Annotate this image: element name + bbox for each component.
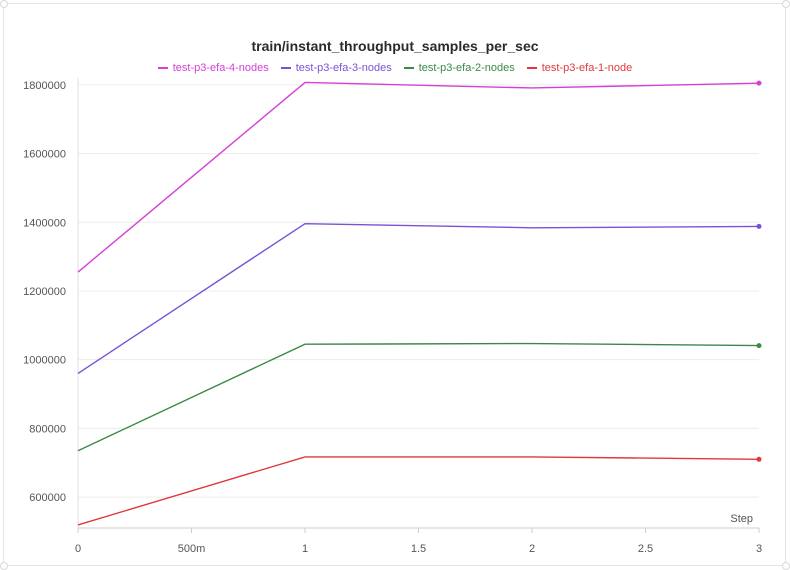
legend-label: test-p3-efa-3-nodes [295,62,392,74]
y-tick-label: 1000000 [23,355,66,367]
y-tick-label: 1400000 [23,217,66,229]
x-tick-label: 3 [756,543,762,555]
x-tick-label: 2 [529,543,535,555]
legend-item[interactable]: test-p3-efa-1-node [526,62,633,74]
legend-item[interactable]: test-p3-efa-3-nodes [280,62,392,74]
y-tick-label: 600000 [29,492,66,504]
series-end-point [756,80,762,86]
legend-swatch [526,67,537,69]
series-line [77,456,760,526]
series-line [77,222,760,375]
legend-item[interactable]: test-p3-efa-2-nodes [403,62,515,74]
series-line [77,81,760,273]
y-tick-label: 1200000 [23,286,66,298]
y-tick-label: 1600000 [23,149,66,161]
chart-panel [3,3,786,566]
y-tick-label: 800000 [29,423,66,435]
series-end-point [756,456,762,462]
legend-swatch [403,67,414,69]
legend-swatch [280,67,291,69]
series-end-point [756,223,762,229]
x-tick-label: 0 [75,543,81,555]
legend-swatch [157,67,168,69]
x-axis-title: Step [730,513,753,525]
legend-item[interactable]: test-p3-efa-4-nodes [157,62,269,74]
x-tick-label: 1 [302,543,308,555]
x-tick-label: 1.5 [411,543,426,555]
resize-handle-top-left[interactable] [0,0,8,8]
series-line [77,342,760,452]
series-end-point [756,343,762,349]
chart-title: train/instant_throughput_samples_per_sec [251,38,539,54]
y-tick-label: 1800000 [23,80,66,92]
x-tick-label: 2.5 [638,543,653,555]
x-tick-label: 500m [178,543,206,555]
legend-label: test-p3-efa-4-nodes [172,62,269,74]
chart-legend: test-p3-efa-4-nodes test-p3-efa-3-nodes … [0,62,790,74]
legend-label: test-p3-efa-2-nodes [418,62,515,74]
legend-label: test-p3-efa-1-node [541,62,633,74]
